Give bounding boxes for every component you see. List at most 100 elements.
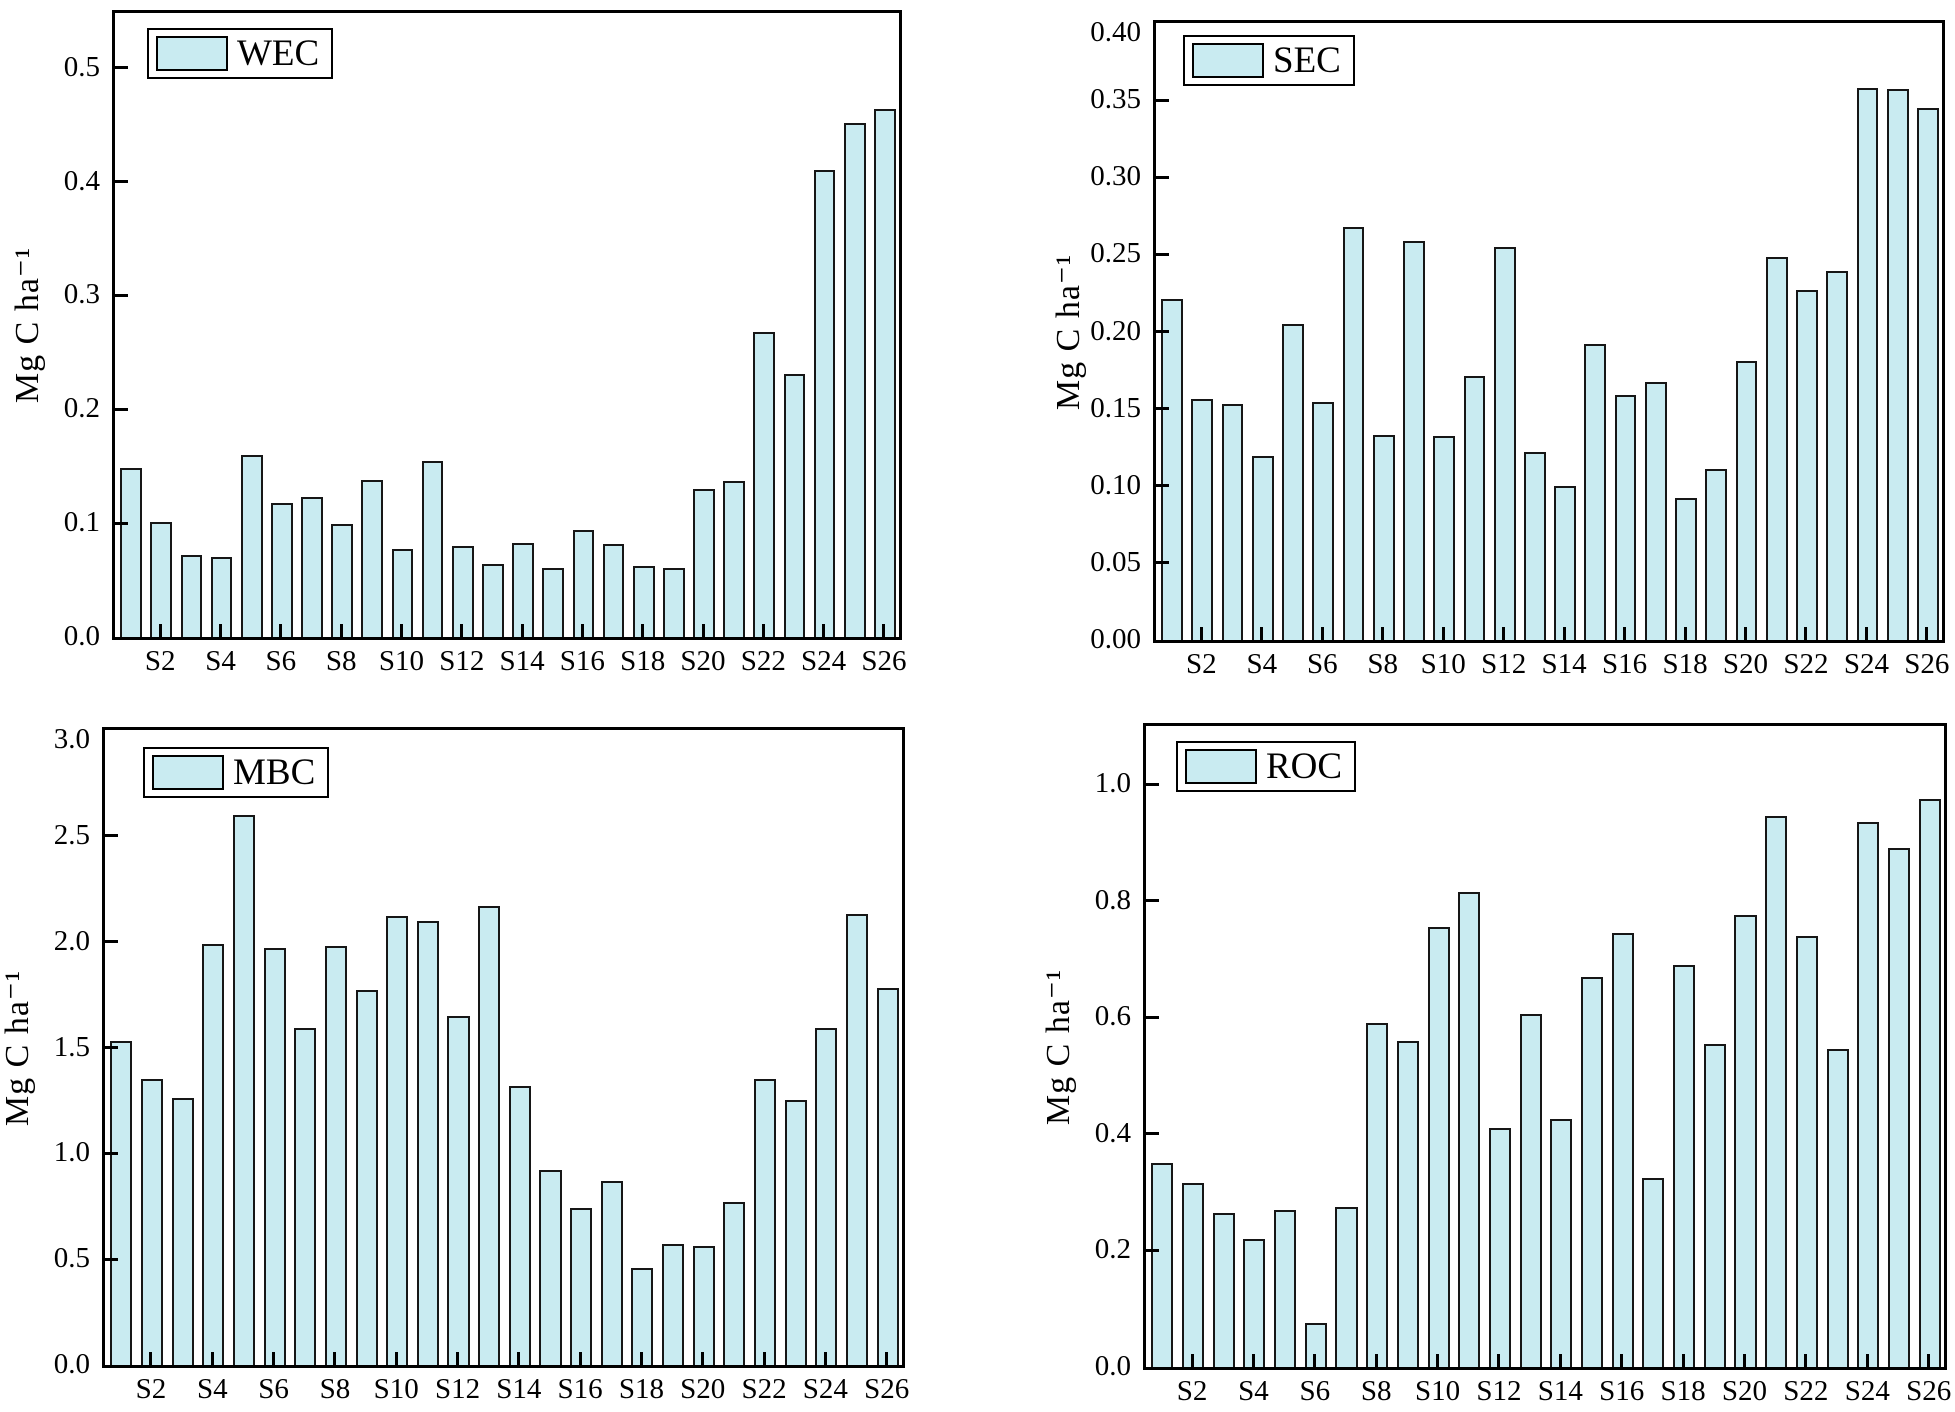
x-tick-label: S16 [557, 1373, 603, 1405]
x-tick-label: S2 [135, 1373, 167, 1405]
bar-s8 [331, 524, 353, 637]
x-tick-label: S18 [1660, 1375, 1706, 1407]
y-tick-mark [105, 1257, 118, 1261]
bar-s26 [876, 988, 899, 1365]
legend-swatch-icon [1192, 43, 1264, 78]
bar-s9 [1403, 240, 1425, 640]
x-tick-mark [394, 1352, 398, 1365]
bar-s25 [1887, 848, 1910, 1367]
bar-s25 [845, 914, 869, 1365]
bar-s14 [1554, 485, 1576, 640]
x-tick-mark [279, 624, 283, 637]
x-tick-mark [399, 624, 403, 637]
legend-box-sec: SEC [1183, 35, 1355, 86]
y-tick-mark [1146, 782, 1159, 786]
x-tick-label: S4 [196, 1373, 228, 1405]
bar-s23 [784, 1100, 807, 1365]
chart-panel-roc: Mg C ha⁻¹ ROC 0.0 0.2 0.4 0.6 0.8 1.0 S2 S4 S6 S8… [1040, 723, 1951, 1407]
x-tick-label: S22 [1783, 1375, 1829, 1407]
x-tick-mark [333, 1352, 337, 1365]
bar-s24 [813, 170, 836, 637]
x-tick-mark [1199, 627, 1203, 640]
x-tick-mark [1313, 1354, 1317, 1367]
legend-box-roc: ROC [1176, 741, 1357, 792]
bar-s22 [1795, 935, 1818, 1367]
chart-panel-mbc: Mg C ha⁻¹ MBC 0.0 0.5 1.0 1.5 2.0 2.5 3.0 S2 S4 S… [0, 723, 909, 1405]
bar-s9 [1396, 1040, 1419, 1367]
y-tick-mark [1146, 899, 1159, 903]
bar-s7 [1335, 1206, 1358, 1367]
x-tick-mark [158, 624, 162, 637]
bar-s22 [754, 1079, 777, 1365]
bar-s20 [693, 488, 715, 637]
y-tick-mark [1156, 175, 1169, 179]
bar-s26 [1917, 107, 1939, 640]
x-tick-label: S26 [1904, 648, 1950, 680]
x-tick-label: S6 [1306, 648, 1338, 680]
y-tick-mark [1156, 98, 1169, 102]
x-tick-label: S4 [1238, 1375, 1269, 1407]
bar-s24 [1856, 87, 1879, 640]
bar-s2 [140, 1079, 163, 1365]
x-tick-mark [1925, 627, 1929, 640]
bar-s11 [1463, 376, 1486, 640]
chart-panel-wec: Mg C ha⁻¹ WEC 0.0 0.1 0.2 0.3 0.4 0.5 S2 S4 S6 S8… [9, 10, 906, 677]
x-tick-label: S16 [1601, 648, 1648, 680]
bar-s12 [447, 1015, 470, 1365]
y-tick-label: 0.00 [1090, 622, 1141, 655]
x-tick-mark [1320, 627, 1324, 640]
x-tick-mark [1623, 627, 1627, 640]
bar-s14 [1550, 1119, 1573, 1367]
x-tick-mark [1804, 1354, 1808, 1367]
x-tick-mark [520, 624, 524, 637]
y-tick-label: 0.40 [1090, 15, 1141, 48]
bar-s24 [815, 1028, 838, 1365]
bar-s5 [240, 454, 263, 637]
legend-box-mbc: MBC [143, 747, 330, 798]
y-tick-label: 0.4 [63, 164, 100, 197]
bar-s1 [120, 468, 142, 637]
y-tick-mark [115, 180, 128, 184]
y-tick-mark [1156, 330, 1169, 333]
x-tick-mark [1441, 627, 1445, 640]
bar-s26 [1918, 798, 1941, 1367]
x-tick-label: S26 [864, 1373, 910, 1405]
x-tick-label: S8 [319, 1373, 351, 1405]
y-tick-label: 1.0 [1094, 767, 1131, 800]
x-tick-mark [1497, 1354, 1501, 1367]
bar-s23 [783, 373, 806, 637]
bar-s20 [1734, 915, 1757, 1367]
bar-s5 [232, 814, 255, 1365]
bar-s13 [482, 564, 504, 637]
bar-s14 [508, 1085, 531, 1365]
y-tick-mark [105, 1151, 118, 1155]
bar-s16 [1614, 394, 1637, 640]
y-tick-label: 1.0 [53, 1136, 90, 1169]
bar-s8 [1366, 1023, 1389, 1367]
legend-label: WEC [237, 33, 320, 74]
bar-s7 [294, 1028, 317, 1365]
x-tick-label: S6 [265, 645, 297, 677]
x-tick-label: S8 [325, 645, 357, 677]
bar-s15 [542, 567, 565, 637]
x-tick-mark [1865, 1354, 1869, 1367]
legend-swatch-icon [152, 755, 224, 790]
x-tick-label: S2 [1176, 1375, 1208, 1407]
x-tick-mark [701, 1352, 705, 1365]
x-tick-mark [272, 1352, 276, 1365]
bar-s18 [1673, 964, 1696, 1367]
x-tick-mark [460, 624, 464, 637]
y-tick-mark [1156, 407, 1169, 411]
bar-s16 [572, 529, 595, 637]
bar-s4 [202, 943, 225, 1365]
bar-s24 [1857, 822, 1880, 1367]
bar-s10 [1427, 927, 1450, 1367]
x-tick-label: S8 [1360, 1375, 1392, 1407]
x-tick-label: S4 [205, 645, 236, 677]
bar-s17 [1644, 382, 1667, 640]
bar-s17 [1642, 1177, 1665, 1367]
bar-s1 [110, 1041, 133, 1365]
bar-s4 [1251, 456, 1274, 640]
ticks-layer: 0.00 0.05 0.10 0.15 0.20 0.25 0.30 0.35 0.40 S2 S4… [1090, 16, 1949, 680]
bar-s22 [1796, 289, 1818, 640]
